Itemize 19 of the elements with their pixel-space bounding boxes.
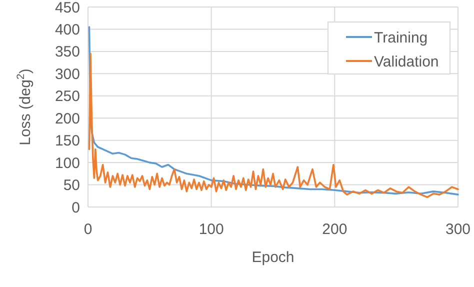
- x-tick-label: 300: [445, 221, 471, 238]
- y-tick-label: 300: [54, 66, 80, 83]
- y-tick-label: 100: [54, 154, 80, 172]
- y-tick-label: 350: [54, 44, 80, 61]
- y-tick-label: 0: [72, 199, 80, 216]
- line-series: [88, 26, 459, 196]
- x-tick-label: 0: [84, 221, 92, 238]
- y-tick-label: 150: [54, 132, 80, 150]
- y-tick-label: 250: [54, 88, 80, 106]
- y-tick-label: 450: [54, 0, 80, 16]
- line-series: [88, 52, 459, 198]
- x-tick-label: 100: [198, 221, 224, 238]
- legend-label: Training: [374, 29, 428, 46]
- x-tick-label: 200: [322, 221, 348, 238]
- x-axis-title: Epoch: [252, 249, 294, 266]
- y-tick-label: 400: [54, 21, 80, 38]
- y-tick-label: 50: [63, 177, 80, 194]
- legend-label: Validation: [374, 53, 439, 70]
- y-tick-label: 200: [54, 110, 80, 128]
